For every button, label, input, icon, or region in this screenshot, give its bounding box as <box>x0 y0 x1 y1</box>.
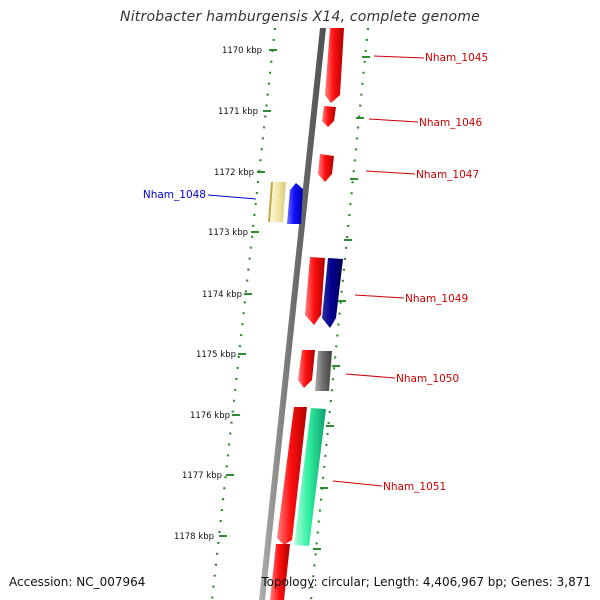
genome-summary: Topology: circular; Length: 4,406,967 bp… <box>261 575 591 589</box>
gene-labels: Nham_1045 Nham_1046 Nham_1047 Nham_1048 … <box>143 52 488 493</box>
kbp-label: 1178 kbp <box>174 532 214 542</box>
gene-label-nham-1045: Nham_1045 <box>425 52 488 64</box>
gene-label-nham-1048: Nham_1048 <box>143 189 206 201</box>
kbp-label: 1176 kbp <box>190 411 230 421</box>
ruler-track-inner <box>210 27 277 600</box>
feature-nham-1049-red[interactable] <box>305 257 325 325</box>
feature-nham-1047[interactable] <box>318 154 334 182</box>
gene-label-nham-1047: Nham_1047 <box>416 169 479 181</box>
feature-nham-1048[interactable] <box>287 183 303 224</box>
kbp-label: 1171 kbp <box>218 107 258 117</box>
leader-lines <box>207 55 425 487</box>
accession-text: Accession: NC_007964 <box>9 575 146 589</box>
feature-nham-1045[interactable] <box>325 28 344 103</box>
kbp-label: 1175 kbp <box>196 350 236 360</box>
gene-label-nham-1050: Nham_1050 <box>396 373 459 385</box>
feature-nham-1046[interactable] <box>322 106 336 127</box>
ruler-track-outer <box>309 27 370 600</box>
gene-label-nham-1046: Nham_1046 <box>419 117 482 129</box>
feature-nham-1050[interactable] <box>315 351 332 391</box>
gene-label-nham-1049: Nham_1049 <box>405 293 468 305</box>
ruler-labels: 1170 kbp 1171 kbp 1172 kbp 1173 kbp 1174… <box>174 46 262 542</box>
feature-tan-edge <box>268 181 273 223</box>
gene-label-nham-1051: Nham_1051 <box>383 481 446 493</box>
feature-nham-1050-red[interactable] <box>298 350 315 388</box>
kbp-label: 1172 kbp <box>214 168 254 178</box>
feature-tan[interactable] <box>269 182 286 222</box>
ruler-ticks-outer <box>313 56 370 550</box>
feature-nham-1049[interactable] <box>322 258 343 328</box>
kbp-label: 1177 kbp <box>182 471 222 481</box>
map-title: Nitrobacter hamburgensis X14, complete g… <box>120 9 480 25</box>
ruler-ticks <box>219 49 277 537</box>
kbp-label: 1174 kbp <box>202 290 242 300</box>
kbp-label: 1173 kbp <box>208 228 248 238</box>
feature-nham-1051-red[interactable] <box>277 407 307 545</box>
feature-red-bottom[interactable] <box>270 544 290 600</box>
genome-backbone <box>259 28 326 600</box>
kbp-label: 1170 kbp <box>222 46 262 56</box>
feature-nham-1051[interactable] <box>294 408 326 546</box>
